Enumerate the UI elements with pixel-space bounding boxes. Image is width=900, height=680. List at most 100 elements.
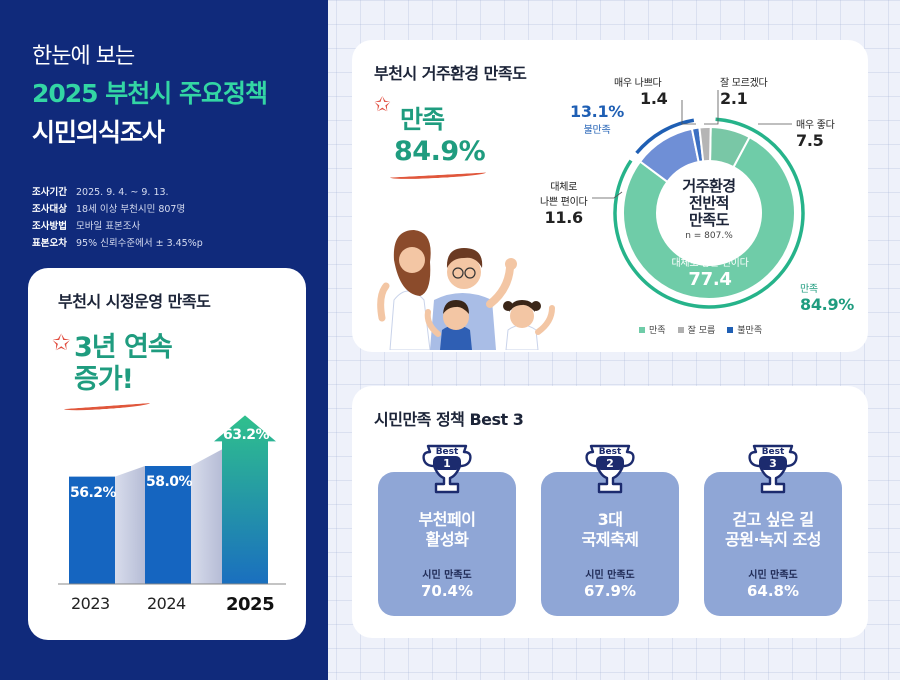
bar xyxy=(69,476,115,584)
family-illustration xyxy=(377,230,555,350)
group-value: 84.9% xyxy=(800,295,855,314)
environment-donut-chart xyxy=(592,90,805,309)
policy-name: 부천페이 활성화 xyxy=(378,510,516,550)
satisfied-headline: ✩ 만족 84.9% xyxy=(374,92,486,167)
satisfied-value: 84.9% xyxy=(394,136,486,167)
admin-card-title: 부천시 시정운영 만족도 xyxy=(58,292,211,311)
star-icon: ✩ xyxy=(374,92,391,116)
info-value: 모바일 표본조사 xyxy=(76,221,141,232)
center-line1: 거주환경 xyxy=(682,177,736,195)
bar-connector xyxy=(115,466,145,584)
policy-name-line2: 공원·녹지 조성 xyxy=(725,530,821,549)
legend-item: 불만족 xyxy=(727,323,762,336)
policy-name: 3대 국제축제 xyxy=(541,510,679,550)
policy-name-line1: 걷고 싶은 길 xyxy=(732,510,814,529)
donut-hole xyxy=(657,161,761,265)
environment-satisfaction-card: 부천시 거주환경 만족도 ✩ 만족 84.9% 거주환경 xyxy=(352,40,868,352)
bar-value-label: 58.0% xyxy=(146,474,193,490)
info-row: 조사기간 2025. 9. 4. ~ 9. 13. xyxy=(32,184,203,201)
legend-item: 만족 xyxy=(639,323,666,336)
policy-name: 걷고 싶은 길 공원·녹지 조성 xyxy=(704,510,842,550)
trophy-best-word: Best xyxy=(761,447,785,457)
legend-item: 잘 모름 xyxy=(677,323,716,336)
slice-label-value: 1.4 xyxy=(640,89,668,108)
trophy-icon: Best 1 xyxy=(422,442,472,496)
hero-line3: 시민의식조사 xyxy=(32,118,165,147)
policy-name-line1: 부천페이 xyxy=(418,510,476,529)
group-arc xyxy=(613,117,805,309)
group-name: 불만족 xyxy=(583,125,611,136)
slice-label-dont-know: 잘 모르겠다 2.1 xyxy=(720,74,768,108)
slice-label-very-bad: 매우 나쁘다 1.4 xyxy=(614,74,668,108)
streak-line1: 3년 연속 xyxy=(74,332,173,363)
policy-card-2: 3대 국제축제 시민 만족도 67.9% xyxy=(541,472,679,616)
trophy-rank: 2 xyxy=(606,457,614,470)
info-value: 95% 신뢰수준에서 ± 3.45%p xyxy=(76,238,203,249)
slice-label-value: 7.5 xyxy=(796,131,824,150)
center-line2: 전반적 xyxy=(689,194,729,212)
hero-line1: 한눈에 보는 xyxy=(32,44,135,69)
policy-sub: 시민 만족도 xyxy=(585,570,635,581)
admin-bar-chart xyxy=(58,415,286,585)
policy-name-line2: 활성화 xyxy=(425,530,469,549)
year-label: 2023 xyxy=(71,594,110,613)
info-value: 18세 이상 부천시민 807명 xyxy=(76,204,186,215)
leader-line xyxy=(681,100,696,125)
group-arc xyxy=(635,118,695,155)
trophy-best-word: Best xyxy=(435,447,459,457)
slice-label-rather-bad: 대체로 나쁜 편이다 11.6 xyxy=(540,178,588,227)
satisfied-label: 만족 xyxy=(400,105,445,134)
admin-satisfaction-card: 부천시 시정운영 만족도 ✩ 3년 연속 증가! 56.2% 58.0% 63.… xyxy=(28,268,306,640)
slice-label-text: 매우 좋다 xyxy=(796,120,835,131)
policy-value: 70.4% xyxy=(420,582,474,600)
slice-label-rather-good: 대체로 좋은 편이다 77.4 xyxy=(660,254,760,290)
policy-name-line2: 국제축제 xyxy=(581,530,639,549)
slice-label-text: 나쁜 편이다 xyxy=(540,197,588,208)
legend-label: 잘 모름 xyxy=(687,326,716,336)
streak-line2: 증가! xyxy=(74,364,134,395)
star-icon: ✩ xyxy=(52,331,70,356)
slice-label-text: 매우 나쁘다 xyxy=(614,78,662,89)
hero-title: 한눈에 보는 2025 부천시 주요정책 시민의식조사 xyxy=(32,38,268,149)
legend-swatch xyxy=(677,326,684,333)
policy-name-line1: 3대 xyxy=(597,510,623,529)
info-row: 조사방법 모바일 표본조사 xyxy=(32,218,203,235)
trophy-rank: 1 xyxy=(443,457,451,470)
trophy-rank: 3 xyxy=(769,457,777,470)
info-key: 조사방법 xyxy=(32,221,67,232)
bar-value-label: 63.2% xyxy=(223,427,270,444)
bar xyxy=(214,415,276,584)
leader-line xyxy=(704,90,719,125)
group-value: 13.1% xyxy=(570,102,625,121)
info-value: 2025. 9. 4. ~ 9. 13. xyxy=(76,187,169,198)
slice-label-very-good: 매우 좋다 7.5 xyxy=(796,116,835,150)
policy-sub: 시민 만족도 xyxy=(748,570,798,581)
bar-value-label: 56.2% xyxy=(70,484,117,501)
legend-swatch xyxy=(727,326,734,333)
legend-label: 만족 xyxy=(649,326,666,336)
trophy-icon: Best 3 xyxy=(748,442,798,496)
policy-card-3: 걷고 싶은 길 공원·녹지 조성 시민 만족도 64.8% xyxy=(704,472,842,616)
center-line3: 만족도 xyxy=(689,211,729,229)
slice-label-value: 11.6 xyxy=(544,208,584,227)
environment-card-title: 부천시 거주환경 만족도 xyxy=(374,64,527,83)
sample-size: n = 807.% xyxy=(685,231,733,241)
policy-sub: 시민 만족도 xyxy=(422,570,472,581)
survey-info: 조사기간 2025. 9. 4. ~ 9. 13. 조사대상 18세 이상 부천시민… xyxy=(32,184,203,252)
streak-headline: ✩ 3년 연속 증가! xyxy=(52,331,173,396)
legend-label: 불만족 xyxy=(737,326,763,336)
hero-line2: 2025 부천시 주요정책 xyxy=(32,79,268,108)
trophy-best-word: Best xyxy=(598,447,622,457)
donut-legend: 만족 잘 모름 불만족 xyxy=(639,323,762,336)
group-name: 만족 xyxy=(800,284,818,295)
slice-label-value: 77.4 xyxy=(688,269,732,290)
best-card-title: 시민만족 정책 Best 3 xyxy=(374,410,524,429)
info-key: 표본오차 xyxy=(32,238,67,249)
bar-connector xyxy=(191,449,222,584)
slice-label-text: 대체로 xyxy=(550,182,578,193)
slice-label-text: 대체로 좋은 편이다 xyxy=(671,258,749,269)
info-key: 조사기간 xyxy=(32,187,67,198)
year-label: 2024 xyxy=(147,594,186,613)
legend-swatch xyxy=(639,326,645,333)
trophy-icon: Best 2 xyxy=(585,442,635,496)
